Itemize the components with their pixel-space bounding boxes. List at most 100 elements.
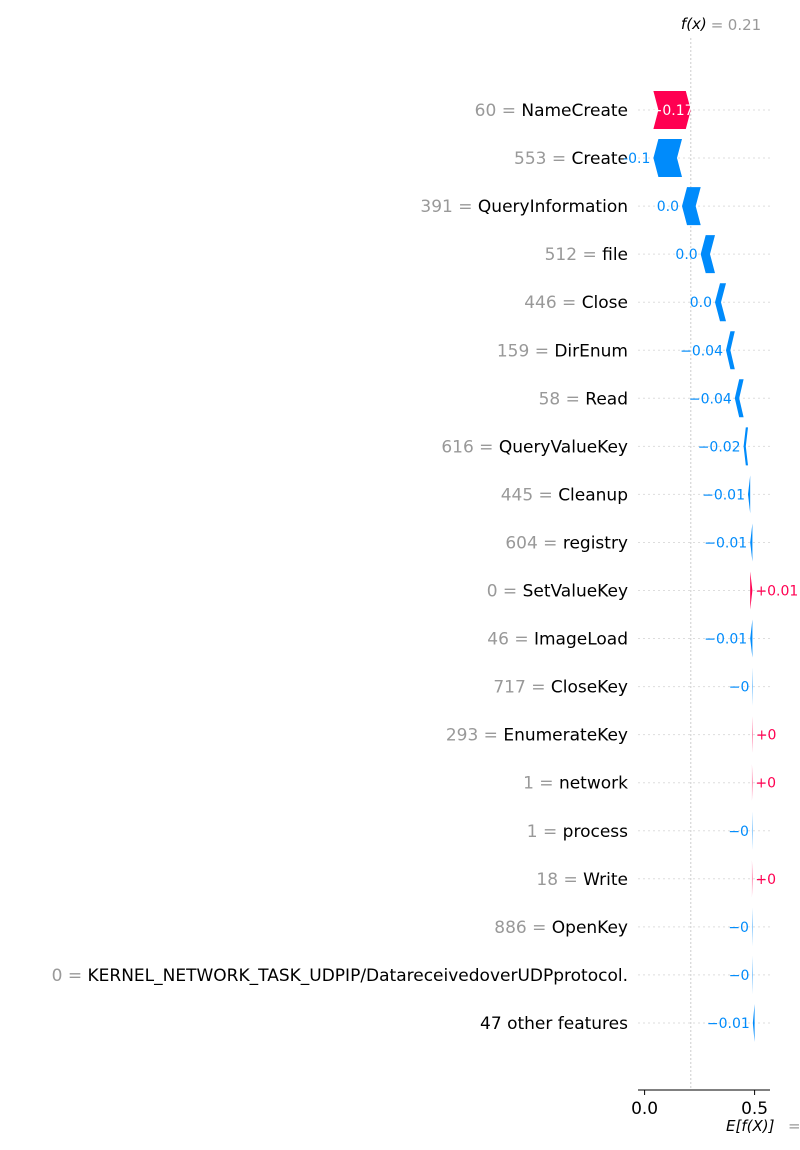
negative-bar — [653, 139, 682, 178]
feature-name: QueryInformation — [478, 197, 628, 217]
contribution-label: −0.02 — [698, 439, 741, 455]
negative-bar — [682, 187, 701, 226]
feature-row: 445 = Cleanup −0.01 — [501, 475, 751, 514]
contribution-label: −0.01 — [704, 632, 747, 648]
feature-label: 616 = QueryValueKey — [441, 437, 628, 457]
feature-row: 446 = Close 0.0 — [524, 283, 726, 322]
feature-label: 0 = SetValueKey — [487, 582, 628, 602]
row-gridlines — [638, 109, 770, 1024]
feature-label: 604 = registry — [505, 533, 628, 553]
feature-value: 717 = — [493, 678, 551, 698]
feature-row: 46 = ImageLoad −0.01 — [487, 619, 753, 658]
feature-label: 512 = file — [545, 245, 628, 265]
negative-bar — [743, 427, 748, 466]
feature-value: 1 = — [527, 822, 563, 842]
x-tick-label: 0.0 — [631, 1099, 658, 1119]
feature-row: 0 = SetValueKey +0.01 — [487, 571, 798, 610]
fx-label: f(x) — [681, 15, 707, 33]
feature-value: 18 = — [536, 870, 583, 890]
contribution-label: +0 — [756, 728, 777, 744]
feature-value: 553 = — [514, 149, 572, 169]
negative-bar — [734, 379, 744, 418]
feature-value: 886 = — [494, 918, 552, 938]
feature-row: 1 = process −0 — [527, 811, 753, 850]
feature-value: 512 = — [545, 245, 603, 265]
feature-label: 0 = KERNEL_NETWORK_TASK_UDPIP/Datareceiv… — [52, 966, 628, 986]
feature-name: registry — [563, 533, 628, 553]
contribution-label: 0.0 — [657, 199, 679, 215]
feature-name: CloseKey — [551, 678, 628, 698]
feature-row: 886 = OpenKey −0 — [494, 907, 753, 946]
feature-name: Close — [582, 293, 628, 313]
feature-label: 47 other features — [480, 1014, 628, 1034]
fx-equals: = — [711, 16, 724, 34]
feature-row: 512 = file 0.0 — [545, 235, 715, 274]
contribution-label: −0.04 — [680, 343, 723, 359]
feature-row: 604 = registry −0.01 — [505, 523, 753, 562]
contribution-label: −0 — [729, 968, 750, 984]
contribution-label: 0.0 — [675, 247, 697, 263]
contribution-label: +0.17 — [651, 103, 694, 119]
negative-bar — [700, 235, 715, 274]
contribution-label: -0.1 — [623, 151, 650, 167]
feature-name: 47 other features — [480, 1014, 628, 1034]
feature-name: Write — [583, 870, 628, 890]
negative-bar — [750, 619, 753, 658]
feature-value: 60 = — [475, 101, 522, 121]
contribution-label: +0 — [755, 776, 776, 792]
feature-label: 58 = Read — [539, 389, 628, 409]
feature-row: 553 = Create-0.1 — [514, 139, 682, 178]
feature-row: 293 = EnumerateKey +0 — [446, 715, 777, 754]
feature-name: network — [559, 774, 628, 794]
feature-value: 1 = — [523, 774, 559, 794]
contribution-label: +0.01 — [755, 584, 798, 600]
feature-label: 886 = OpenKey — [494, 918, 628, 938]
feature-name: Cleanup — [558, 485, 628, 505]
feature-value: 445 = — [501, 485, 559, 505]
feature-row: 717 = CloseKey −0 — [493, 667, 753, 706]
feature-label: 159 = DirEnum — [497, 341, 628, 361]
feature-value: 616 = — [441, 437, 499, 457]
positive-bar — [653, 91, 691, 129]
feature-label: 18 = Write — [536, 870, 628, 890]
feature-name: OpenKey — [552, 918, 628, 938]
fx-header: f(x) = 0.21 — [681, 15, 761, 34]
negative-bar — [752, 1003, 755, 1042]
feature-rows: 60 = NameCreate +0.17 553 = Create-0.1 391 … — [52, 91, 798, 1042]
feature-name: SetValueKey — [523, 582, 628, 602]
feature-label: 60 = NameCreate — [475, 101, 628, 121]
feature-row: 18 = Write +0 — [536, 859, 776, 898]
feature-label: 1 = process — [527, 822, 628, 842]
feature-value: 604 = — [505, 533, 563, 553]
feature-name: Read — [585, 389, 628, 409]
feature-row: 1 = network +0 — [523, 763, 776, 802]
base-value-footer: E[f(X)] = — [726, 1117, 800, 1135]
feature-value: 0 = — [487, 582, 523, 602]
feature-row: 0 = KERNEL_NETWORK_TASK_UDPIP/Datareceiv… — [52, 955, 753, 994]
feature-label: 717 = CloseKey — [493, 678, 628, 698]
feature-label: 1 = network — [523, 774, 628, 794]
feature-label: 445 = Cleanup — [501, 485, 628, 505]
feature-row: 616 = QueryValueKey −0.02 — [441, 427, 748, 466]
feature-label: 293 = EnumerateKey — [446, 726, 628, 746]
feature-value: 446 = — [524, 293, 582, 313]
feature-label: 446 = Close — [524, 293, 628, 313]
feature-value: 159 = — [497, 341, 555, 361]
contribution-label: 0.0 — [690, 295, 712, 311]
feature-row: 60 = NameCreate +0.17 — [475, 91, 694, 129]
x-axis: 0.0 0.5 — [631, 1089, 770, 1119]
negative-bar — [726, 331, 735, 370]
feature-name: file — [602, 245, 628, 265]
positive-bar — [750, 571, 753, 610]
contribution-label: −0.01 — [702, 487, 745, 503]
feature-label: 46 = ImageLoad — [487, 630, 628, 650]
negative-bar — [748, 475, 751, 514]
contribution-label: −0.01 — [704, 535, 747, 551]
feature-value: 58 = — [539, 389, 586, 409]
feature-name: KERNEL_NETWORK_TASK_UDPIP/Datareceivedov… — [88, 966, 628, 986]
contribution-label: −0 — [729, 680, 750, 696]
feature-value: 0 = — [52, 966, 88, 986]
feature-value: 46 = — [487, 630, 534, 650]
negative-bar — [750, 523, 753, 562]
